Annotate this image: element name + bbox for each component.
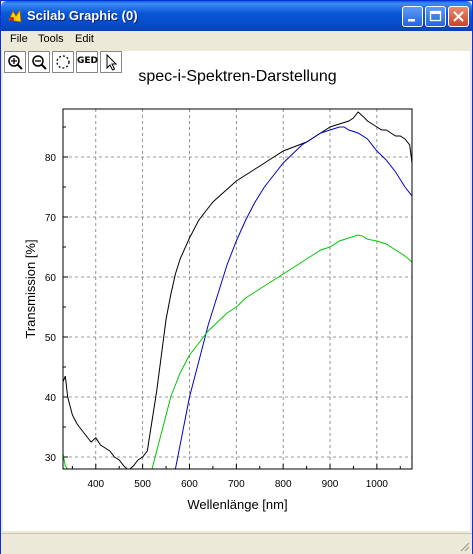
chart-svg: spec-i-Spektren-Darstellung 400 500 600 700 8… bbox=[23, 68, 413, 512]
series-line-black bbox=[63, 111, 412, 469]
rotate-icon bbox=[56, 55, 70, 69]
title-bar[interactable]: Scilab Graphic (0) bbox=[1, 1, 472, 31]
y-axis-label: Transmission [%] bbox=[23, 239, 38, 338]
series-line-blue bbox=[174, 126, 412, 469]
close-button[interactable] bbox=[448, 6, 469, 27]
x-tick-label: 400 bbox=[87, 479, 104, 490]
y-tick-label: 60 bbox=[45, 273, 57, 284]
y-tick-label: 80 bbox=[45, 153, 57, 164]
x-tick-label: 800 bbox=[275, 479, 292, 490]
resize-grip-icon[interactable] bbox=[458, 540, 470, 552]
plot-frame bbox=[62, 108, 413, 470]
menu-file[interactable]: File bbox=[10, 33, 28, 45]
zoom-out-button[interactable] bbox=[28, 51, 50, 73]
menu-tools[interactable]: Tools bbox=[38, 33, 64, 45]
x-tick-label: 500 bbox=[134, 479, 151, 490]
x-tick-label: 700 bbox=[228, 479, 245, 490]
zoom-out-icon bbox=[32, 55, 47, 70]
maximize-button[interactable] bbox=[425, 6, 446, 27]
maximize-icon bbox=[429, 10, 442, 22]
minimize-button[interactable] bbox=[402, 6, 423, 27]
close-icon bbox=[453, 11, 464, 22]
x-tick-label: 900 bbox=[322, 479, 339, 490]
y-tick-label: 70 bbox=[45, 213, 57, 224]
x-tick-label: 1000 bbox=[366, 479, 389, 490]
zoom-in-button[interactable] bbox=[4, 51, 26, 73]
y-tick-label: 40 bbox=[45, 393, 57, 404]
status-bar bbox=[1, 533, 472, 554]
pointer-icon bbox=[106, 53, 118, 71]
graphic-canvas[interactable]: spec-i-Spektren-Darstellung 400 500 600 700 8… bbox=[3, 51, 470, 531]
series-line-green bbox=[63, 234, 412, 469]
zoom-in-icon bbox=[8, 55, 23, 70]
y-tick-label: 50 bbox=[45, 333, 57, 344]
menu-bar: File Tools Edit bbox=[1, 31, 472, 48]
x-tick-label: 600 bbox=[181, 479, 198, 490]
menu-edit[interactable]: Edit bbox=[75, 33, 94, 45]
minimize-icon bbox=[408, 19, 415, 22]
window-title: Scilab Graphic (0) bbox=[27, 8, 138, 23]
scilab-app-icon bbox=[8, 8, 22, 23]
y-tick-label: 30 bbox=[45, 453, 57, 464]
ged-button[interactable]: GED bbox=[76, 51, 98, 73]
ged-label: GED bbox=[77, 56, 99, 66]
rotate-button[interactable] bbox=[52, 51, 74, 73]
select-pointer-button[interactable] bbox=[100, 51, 122, 73]
x-axis-label: Wellenlänge [nm] bbox=[187, 497, 287, 512]
toolbar: GED bbox=[1, 49, 472, 75]
chart-title: spec-i-Spektren-Darstellung bbox=[138, 68, 336, 85]
